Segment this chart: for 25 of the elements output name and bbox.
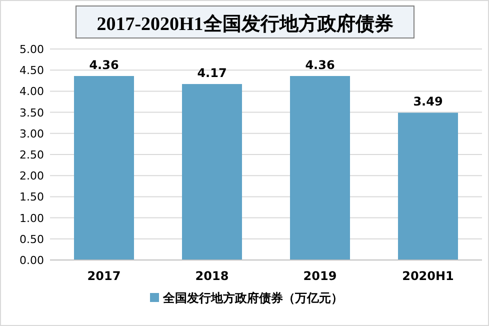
y-tick-label: 0.00 [20, 254, 44, 267]
x-tick-label: 2020H1 [402, 269, 454, 283]
bar [398, 112, 458, 260]
data-label: 4.36 [89, 58, 119, 72]
data-label: 4.17 [197, 66, 227, 80]
chart-title: 2017-2020H1全国发行地方政府债券 [96, 13, 394, 35]
y-tick-label: 0.50 [20, 232, 44, 246]
y-tick-label: 3.00 [20, 127, 44, 140]
y-tick-label: 5.00 [20, 43, 44, 56]
bar [182, 84, 242, 260]
x-tick-label: 2019 [303, 269, 337, 283]
y-tick-label: 1.00 [20, 212, 44, 225]
data-label: 4.36 [305, 58, 335, 72]
bar [290, 76, 350, 260]
y-tick-label: 4.00 [20, 85, 44, 98]
x-tick-label: 2018 [195, 269, 229, 283]
y-tick-label: 4.50 [20, 64, 44, 78]
legend-label: 全国发行地方政府债券（万亿元） [162, 291, 343, 305]
y-tick-label: 3.50 [20, 106, 44, 120]
y-tick-label: 2.50 [20, 148, 44, 162]
data-label: 3.49 [413, 94, 443, 109]
y-tick-label: 1.50 [20, 190, 44, 204]
x-tick-label: 2017 [87, 269, 121, 283]
bar [74, 76, 134, 260]
y-tick-label: 2.00 [20, 170, 44, 183]
